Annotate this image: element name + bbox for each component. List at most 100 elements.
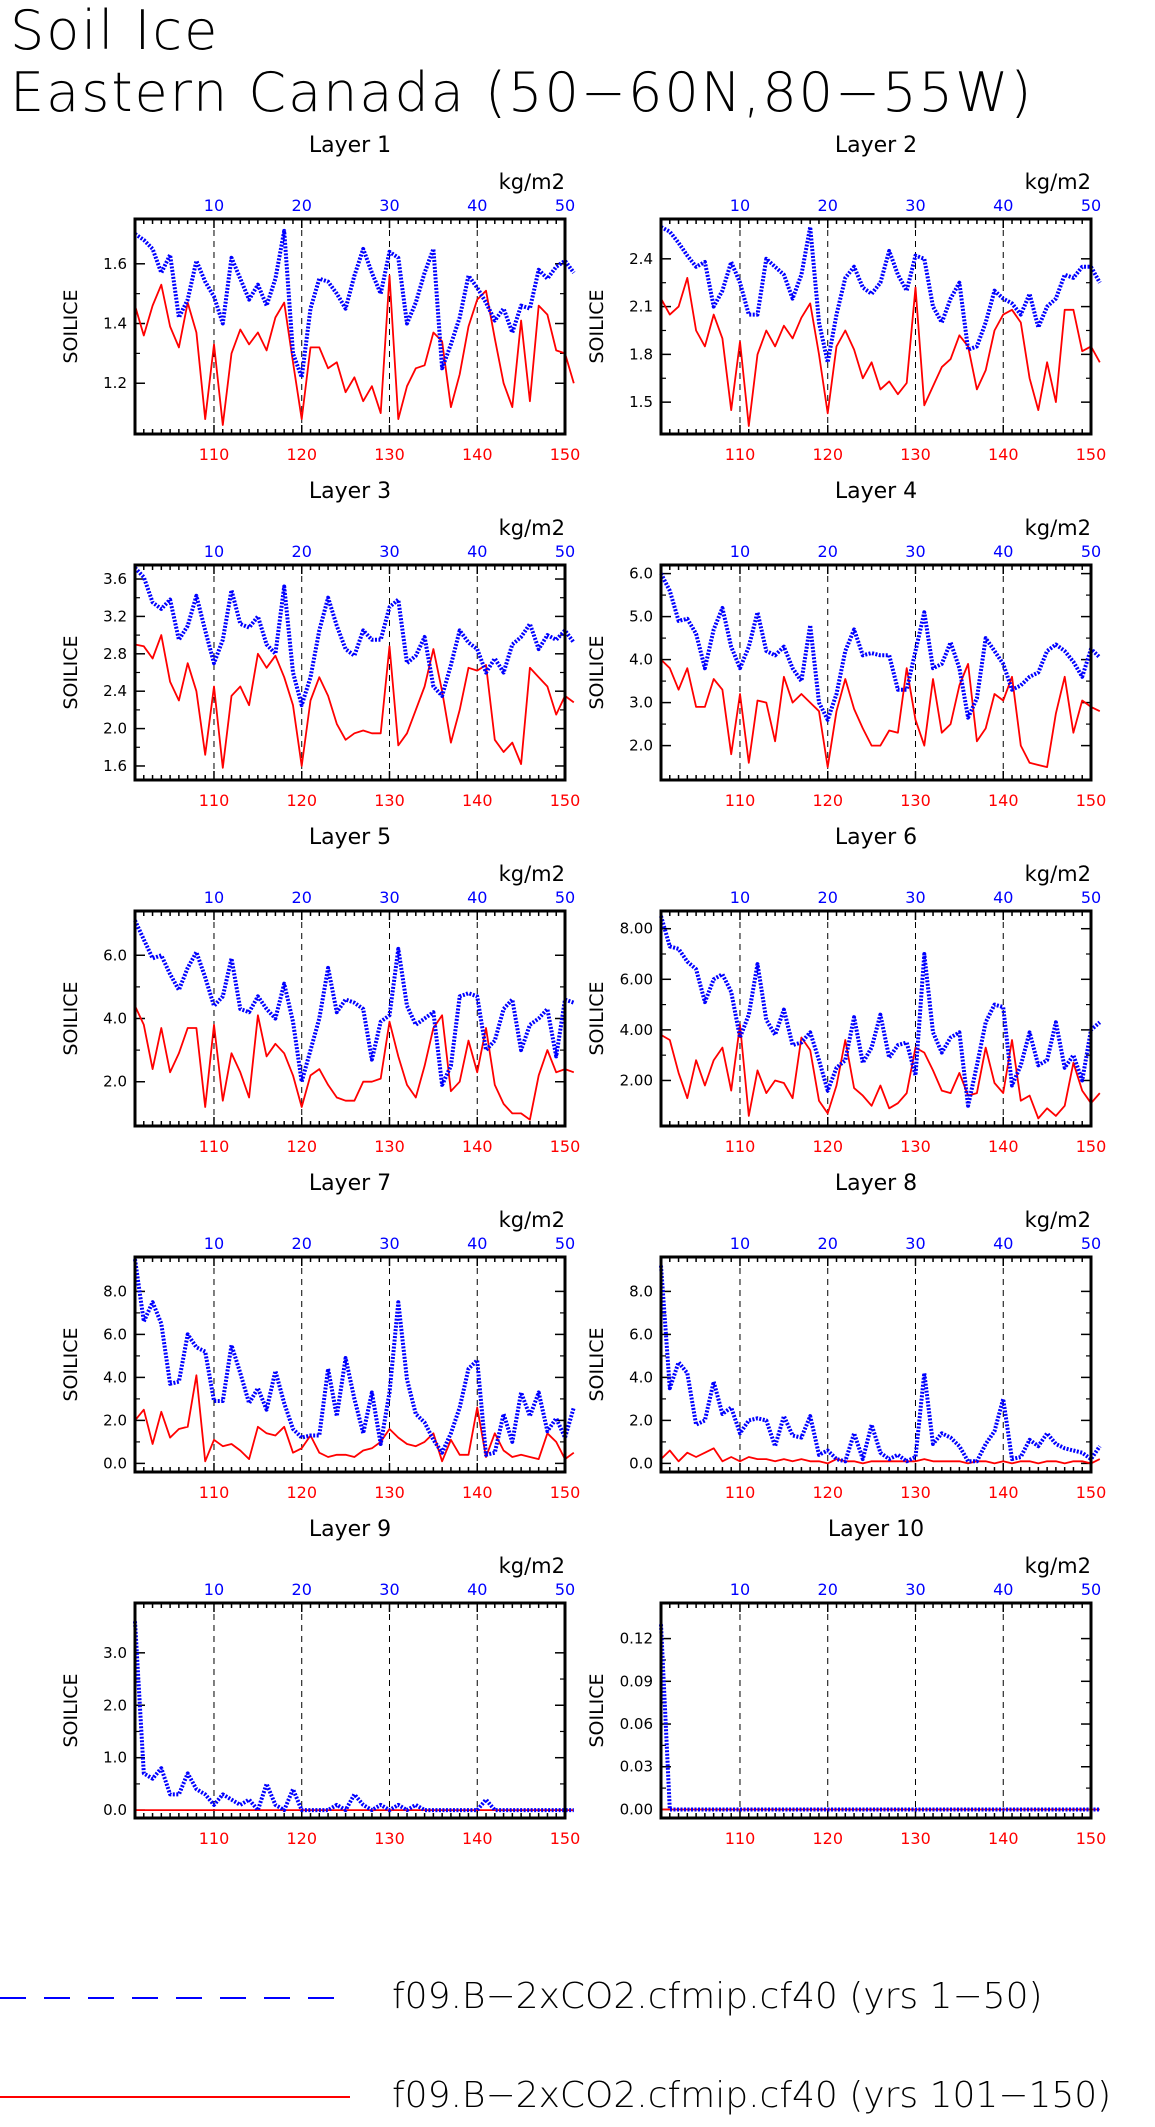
y-tick-label: 0.06 [620, 1715, 653, 1733]
plot-frame [659, 1601, 1093, 1820]
top-tick-label: 10 [204, 542, 224, 561]
bottom-tick-label: 140 [988, 445, 1019, 464]
bottom-tick-label: 140 [462, 791, 493, 810]
top-tick-label: 50 [555, 196, 575, 215]
y-tick-label: 2.8 [103, 645, 127, 663]
chart-panel-6: Layer 6 kg/m2 SOILICE 10 20 30 40 50 110 120 130 14… [586, 825, 1106, 1156]
top-tick-label: 10 [730, 1234, 750, 1253]
bottom-tick-label: 150 [1076, 791, 1107, 810]
panel-title: Layer 5 [309, 825, 391, 850]
top-tick-label: 20 [818, 542, 838, 561]
top-tick-label: 50 [1081, 1580, 1101, 1599]
y-tick-label: 1.0 [103, 1749, 127, 1767]
bottom-tick-label: 150 [550, 1137, 581, 1156]
y-tick-label: 8.00 [620, 920, 653, 938]
bottom-tick-label: 120 [812, 791, 843, 810]
y-tick-label: 8.0 [629, 1282, 653, 1300]
y-axis-label: SOILICE [586, 1673, 608, 1747]
top-unit-label: kg/m2 [1025, 170, 1091, 194]
panel-title: Layer 1 [309, 133, 391, 158]
top-tick-label: 40 [467, 542, 487, 561]
y-tick-label: 4.0 [103, 1010, 127, 1028]
y-tick-label: 2.0 [103, 1696, 127, 1714]
bottom-tick-label: 110 [199, 1137, 230, 1156]
series-line-red [134, 634, 575, 769]
top-tick-label: 20 [818, 1580, 838, 1599]
bottom-tick-label: 130 [374, 1137, 405, 1156]
top-tick-label: 40 [467, 888, 487, 907]
chart-panel-4: Layer 4 kg/m2 SOILICE 10 20 30 40 50 110 120 130 14… [586, 479, 1106, 810]
legend-item-series1: f09.B−2xCO2.cfmip.cf40 (yrs 1−50) [0, 1968, 1155, 2028]
top-unit-label: kg/m2 [1025, 1208, 1091, 1232]
bottom-tick-label: 120 [812, 1483, 843, 1502]
y-axis-label: SOILICE [60, 635, 82, 709]
chart-panel-8: Layer 8 kg/m2 SOILICE 10 20 30 40 50 110 120 130 14… [586, 1171, 1106, 1502]
top-tick-label: 20 [292, 196, 312, 215]
y-tick-label: 4.00 [620, 1021, 653, 1039]
bottom-tick-label: 150 [1076, 445, 1107, 464]
panel-title: Layer 9 [309, 1517, 391, 1542]
y-tick-label: 2.0 [103, 720, 127, 738]
panel-title: Layer 7 [309, 1171, 391, 1196]
y-axis-label: SOILICE [60, 981, 82, 1055]
y-tick-label: 1.5 [629, 393, 653, 411]
top-tick-label: 20 [292, 888, 312, 907]
plot-frame [133, 1255, 567, 1474]
panel-title: Layer 10 [828, 1517, 924, 1542]
top-tick-label: 30 [379, 1580, 399, 1599]
top-tick-label: 30 [379, 1234, 399, 1253]
series-line-blue [659, 1624, 1100, 1812]
bottom-tick-label: 150 [550, 445, 581, 464]
title-line-1: Soil Ice [10, 0, 220, 62]
y-tick-label: 6.0 [103, 946, 127, 964]
top-tick-label: 10 [730, 196, 750, 215]
y-tick-label: 2.0 [629, 737, 653, 755]
plot-frame [133, 217, 567, 436]
figure-title: Soil Ice Eastern Canada (50−60N,80−55W) [10, 0, 1033, 124]
y-tick-label: 2.00 [620, 1071, 653, 1089]
y-tick-label: 3.0 [103, 1644, 127, 1662]
top-tick-label: 20 [292, 542, 312, 561]
y-tick-label: 0.0 [629, 1454, 653, 1472]
bottom-tick-label: 150 [550, 1829, 581, 1848]
top-tick-label: 10 [204, 196, 224, 215]
bottom-tick-label: 120 [812, 1137, 843, 1156]
top-tick-label: 30 [905, 196, 925, 215]
y-tick-label: 1.6 [103, 757, 127, 775]
bottom-tick-label: 150 [550, 791, 581, 810]
top-tick-label: 10 [730, 1580, 750, 1599]
top-tick-label: 20 [818, 1234, 838, 1253]
bottom-tick-label: 140 [988, 1829, 1019, 1848]
top-tick-label: 50 [1081, 888, 1101, 907]
y-tick-label: 1.2 [103, 374, 127, 392]
bottom-tick-label: 130 [900, 1829, 931, 1848]
chart-panel-1: Layer 1 kg/m2 SOILICE 10 20 30 40 50 110 120 130 14… [60, 133, 580, 464]
bottom-tick-label: 120 [286, 1137, 317, 1156]
panel-title: Layer 8 [835, 1171, 917, 1196]
panel-title: Layer 2 [835, 133, 917, 158]
top-tick-label: 20 [818, 196, 838, 215]
top-tick-label: 50 [1081, 196, 1101, 215]
top-tick-label: 30 [379, 542, 399, 561]
bottom-tick-label: 110 [199, 1483, 230, 1502]
top-tick-label: 50 [1081, 542, 1101, 561]
bottom-tick-label: 110 [725, 1137, 756, 1156]
chart-panel-3: Layer 3 kg/m2 SOILICE 10 20 30 40 50 110 120 130 14… [60, 479, 580, 810]
series-line-blue [133, 1258, 576, 1457]
y-axis-label: SOILICE [586, 981, 608, 1055]
bottom-tick-label: 140 [462, 445, 493, 464]
top-tick-label: 20 [292, 1580, 312, 1599]
bottom-tick-label: 140 [988, 1483, 1019, 1502]
series-line-red [660, 658, 1101, 768]
bottom-tick-label: 110 [199, 445, 230, 464]
top-tick-label: 50 [555, 888, 575, 907]
bottom-tick-label: 110 [725, 445, 756, 464]
bottom-tick-label: 150 [550, 1483, 581, 1502]
bottom-tick-label: 130 [900, 1137, 931, 1156]
top-unit-label: kg/m2 [499, 862, 565, 886]
y-tick-label: 2.0 [103, 1411, 127, 1429]
top-tick-label: 10 [204, 888, 224, 907]
y-tick-label: 4.0 [103, 1368, 127, 1386]
top-unit-label: kg/m2 [499, 1208, 565, 1232]
series-line-red [660, 276, 1101, 427]
